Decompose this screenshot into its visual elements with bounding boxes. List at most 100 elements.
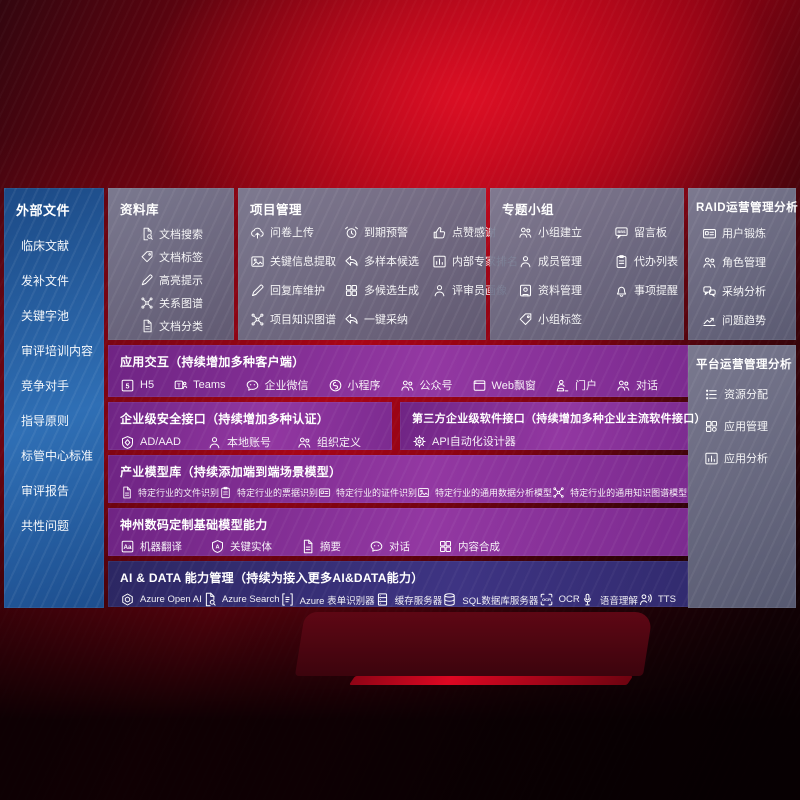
bbs-icon xyxy=(614,225,629,240)
feature-label: 多候选生成 xyxy=(364,285,419,297)
row-title: 企业级安全接口（持续增加多种认证） xyxy=(120,412,330,426)
alarm-icon xyxy=(344,225,359,240)
item-dialog: 对话 xyxy=(616,377,658,393)
feature-label: 事项提醒 xyxy=(634,285,678,297)
feature-label: 小程序 xyxy=(347,380,381,392)
item-one-click-adopt: 一键采纳 xyxy=(344,311,432,327)
item-doc-tags: 文档标签 xyxy=(140,249,234,265)
feature-label: 点赞感谢 xyxy=(452,227,496,239)
translate-icon xyxy=(120,539,135,554)
row-title: 产业模型库（持续添加端到端场景模型） xyxy=(120,465,342,479)
row-title: AI & DATA 能力管理（持续为接入更多AI&DATA能力） xyxy=(120,571,424,585)
item-azure-openai: Azure Open AI xyxy=(120,592,202,607)
info-extract-icon xyxy=(250,254,265,269)
item-summary: 摘要 xyxy=(300,539,341,554)
sidebar-item-review-reports: 审评报告 xyxy=(21,484,70,498)
shield-icon xyxy=(120,435,135,450)
miniprogram-icon xyxy=(328,378,343,393)
tag-icon xyxy=(140,250,154,264)
item-industry-receipt-ocr: 特定行业的票据识别 xyxy=(219,486,318,499)
teams-icon xyxy=(173,378,188,393)
org-icon xyxy=(297,435,312,450)
official-account-icon xyxy=(400,378,415,393)
item-relation-graph: 关系图谱 xyxy=(140,295,234,311)
form-recognizer-icon xyxy=(280,592,295,607)
grid-icon xyxy=(344,283,359,298)
feature-label: 对话 xyxy=(389,541,410,553)
feature-label: 一键采纳 xyxy=(364,314,408,326)
feature-label: Web飘窗 xyxy=(491,380,536,392)
feature-label: 留言板 xyxy=(634,227,667,239)
item-message-board: 留言板 xyxy=(614,224,684,240)
album-icon xyxy=(518,283,533,298)
feature-label: 特定行业的通用数据分析模型 xyxy=(435,488,553,498)
feature-label: 企业微信 xyxy=(264,380,309,392)
feature-label: 代办列表 xyxy=(634,256,678,268)
panel-title: 平台运营管理分析 xyxy=(696,359,792,371)
item-industry-file-ocr: 特定行业的文件识别 xyxy=(120,486,219,499)
item-industry-kg-model: 特定行业的通用知识图谱模型 xyxy=(552,486,687,499)
feature-label: 问题趋势 xyxy=(722,315,766,327)
feature-label: 特定行业的票据识别 xyxy=(237,488,319,498)
item-web-popup: Web飘窗 xyxy=(472,377,536,393)
item-reminder: 事项提醒 xyxy=(614,282,684,298)
item-issue-trend: 问题趋势 xyxy=(702,312,796,328)
list-icon xyxy=(704,387,719,402)
ocr-icon xyxy=(539,592,554,607)
item-group-create: 小组建立 xyxy=(518,224,614,240)
feature-label: 特定行业的文件识别 xyxy=(138,488,220,498)
feature-label: 小组建立 xyxy=(538,227,582,239)
compose-grid-icon xyxy=(438,539,453,554)
item-highlight: 高亮提示 xyxy=(140,272,234,288)
item-project-knowledge-graph: 项目知识图谱 xyxy=(250,311,344,327)
feature-label: 资料管理 xyxy=(538,285,582,297)
id-card-icon xyxy=(702,226,717,241)
sidebar-item-common-issues: 共性问题 xyxy=(21,519,70,533)
feature-label: 关键实体 xyxy=(230,541,272,553)
feature-label: 用户锻炼 xyxy=(722,228,766,240)
panel-title: 项目管理 xyxy=(250,203,303,217)
external-files-list: 临床文献 发补文件 关键字池 审评培训内容 竞争对手 指导原则 标管中心标准 审… xyxy=(4,237,104,536)
feature-label: 内容合成 xyxy=(458,541,500,553)
item-multi-candidate-generate: 多候选生成 xyxy=(344,282,432,298)
item-role-manage: 角色管理 xyxy=(702,254,796,270)
api-gear-icon xyxy=(412,434,427,449)
knowledge-model-icon xyxy=(552,486,565,499)
item-like-thanks: 点赞感谢 xyxy=(432,224,518,240)
knowledge-graph-icon xyxy=(250,312,265,327)
item-local-account: 本地账号 xyxy=(207,434,271,450)
item-miniprogram: 小程序 xyxy=(328,377,381,393)
member-icon xyxy=(518,254,533,269)
file-ocr-icon xyxy=(120,486,133,499)
item-key-info-extract: 关键信息提取 xyxy=(250,253,344,269)
item-api-designer: API自动化设计器 xyxy=(412,433,516,449)
external-files-panel: 外部文件 临床文献 发补文件 关键字池 审评培训内容 竞争对手 指导原则 标管中… xyxy=(4,188,104,608)
sidebar-item-supplement-files: 发补文件 xyxy=(21,274,70,288)
item-ocr: OCR xyxy=(539,592,580,607)
feature-label: 机器翻译 xyxy=(140,541,182,553)
sql-database-icon xyxy=(442,592,457,607)
background-device-silhouette xyxy=(294,612,654,676)
feature-label: 文档分类 xyxy=(159,321,203,333)
item-speech-understanding: 语音理解 xyxy=(580,592,638,607)
h5-icon xyxy=(120,378,135,393)
feature-label: 小组标签 xyxy=(538,314,582,326)
item-official-account: 公众号 xyxy=(400,377,453,393)
item-machine-translation: 机器翻译 xyxy=(120,539,182,554)
app-interaction-row: 应用交互（持续增加多种客户端） H5 Teams 企业微信 小程序 公众号 We… xyxy=(108,345,688,397)
speech-mic-icon xyxy=(580,592,595,607)
feature-label: 特定行业的通用知识图谱模型 xyxy=(570,488,688,498)
item-survey-upload: 问卷上传 xyxy=(250,224,344,240)
feature-label: Azure Search xyxy=(221,594,280,605)
item-user-training: 用户锻炼 xyxy=(702,225,796,241)
item-doc-search: 文档搜索 xyxy=(140,226,234,242)
feature-label: 应用管理 xyxy=(724,421,768,433)
feature-label: H5 xyxy=(140,379,155,391)
item-azure-form-recognizer: Azure 表单识别器 xyxy=(280,592,375,607)
ranking-icon xyxy=(432,254,447,269)
sidebar-item-guidelines: 指导原则 xyxy=(21,414,70,428)
feature-label: 对话 xyxy=(636,380,658,392)
wechat-work-icon xyxy=(245,378,260,393)
tts-icon xyxy=(638,592,653,607)
